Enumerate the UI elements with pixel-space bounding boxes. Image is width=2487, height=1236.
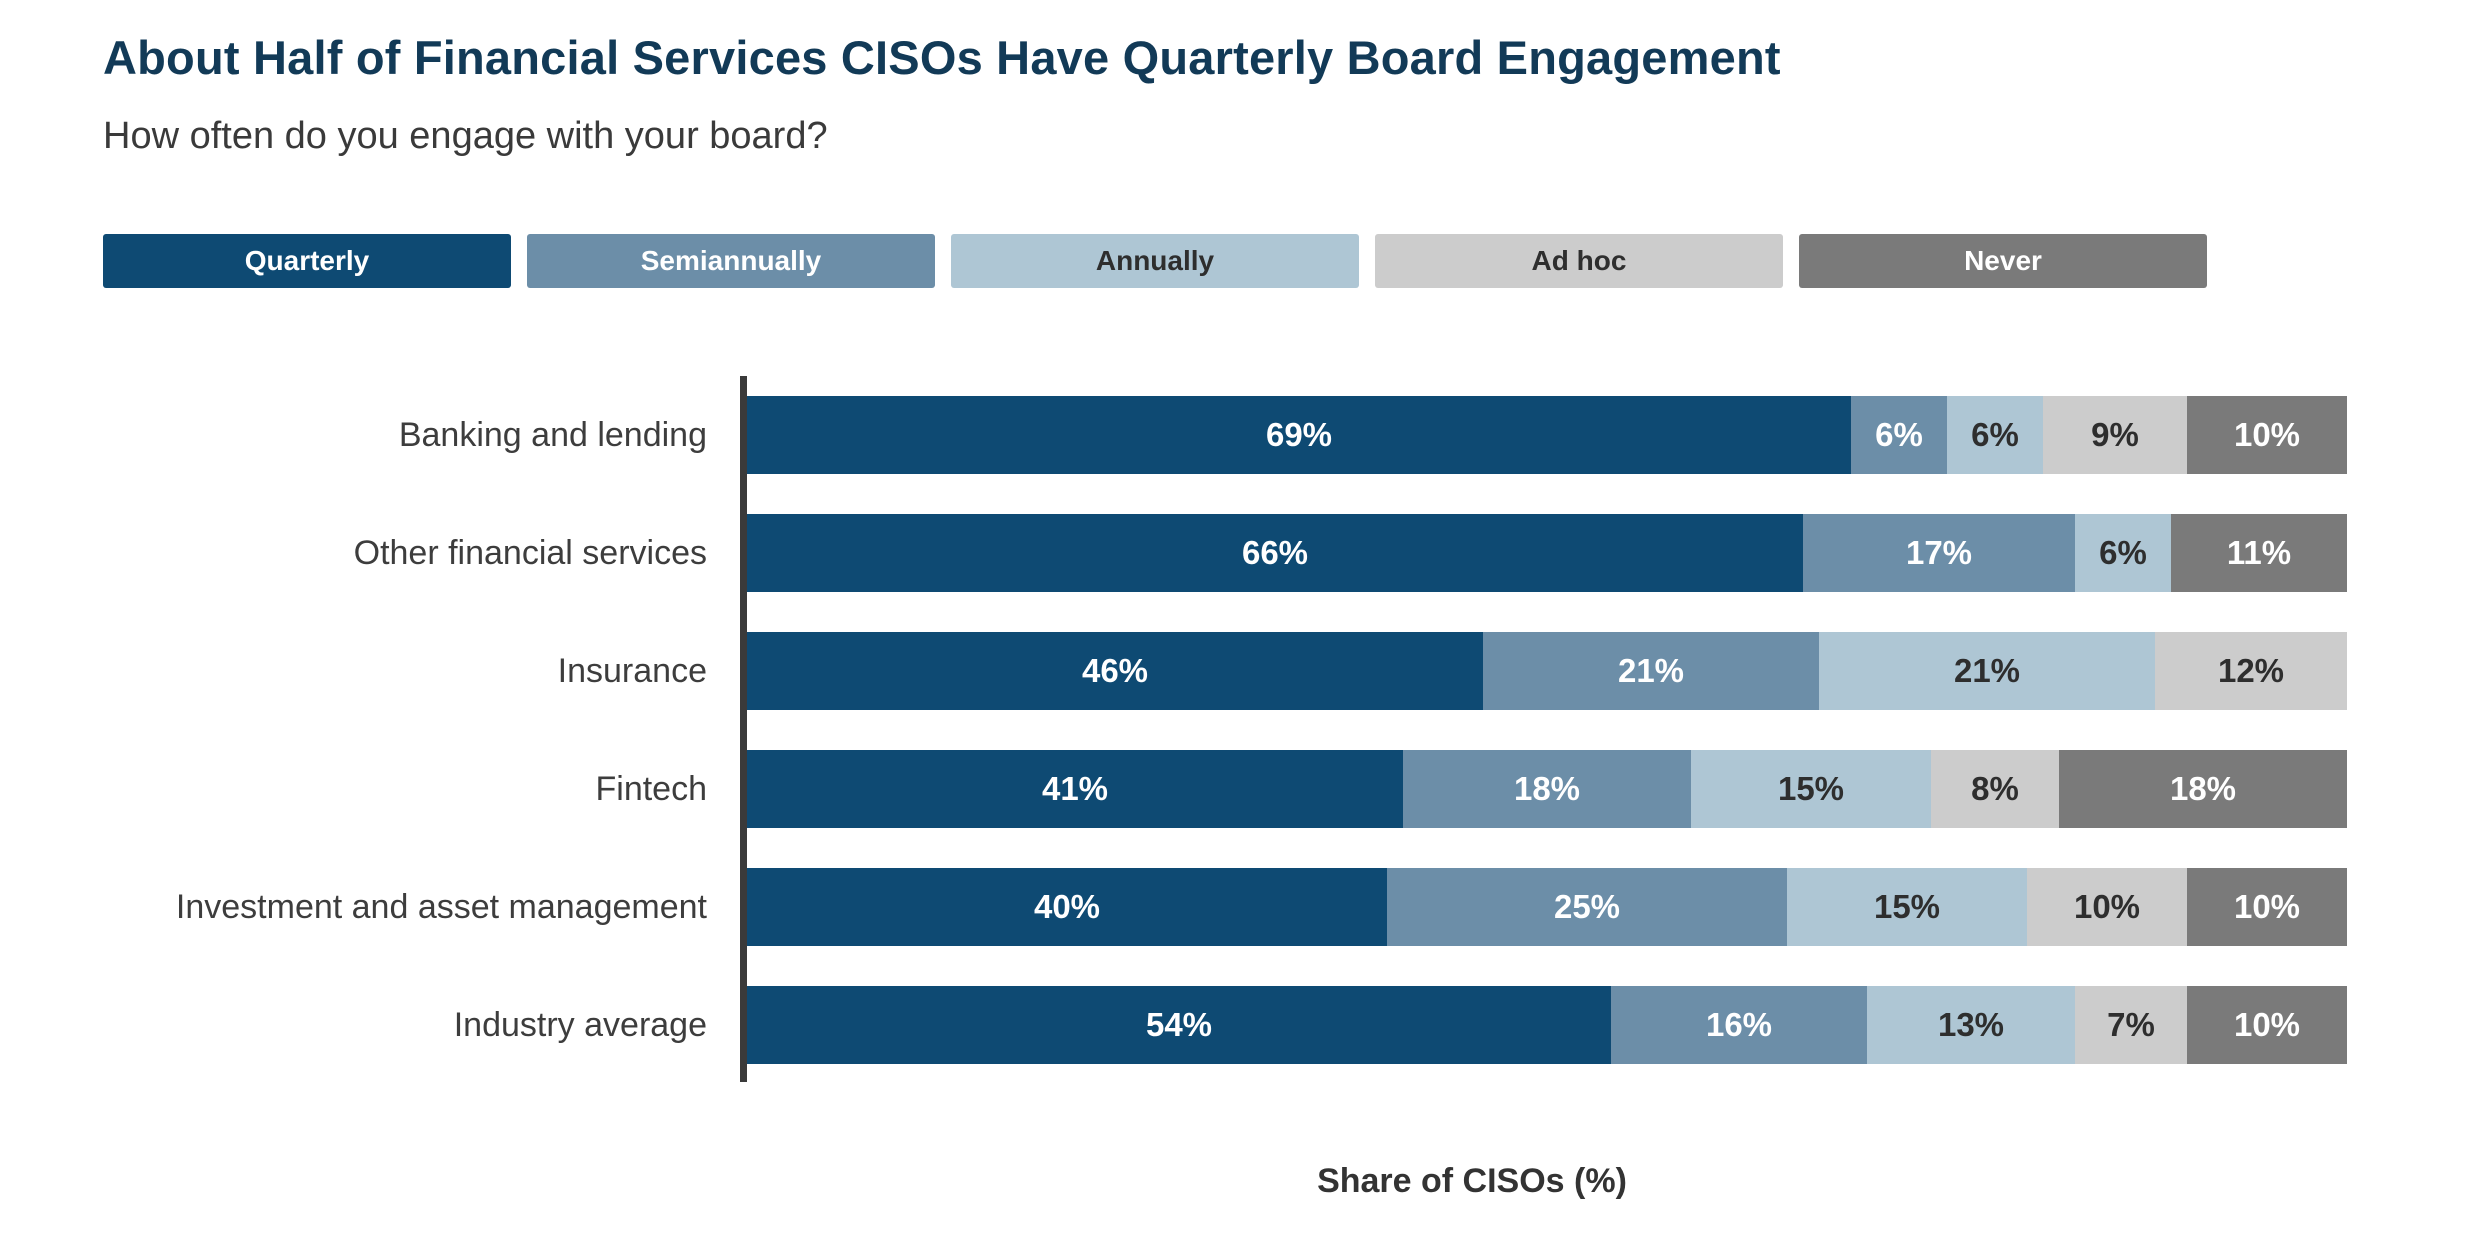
bar-segment-never: 10%: [2187, 986, 2347, 1064]
stacked-bar: 46% 21% 21% 12%: [747, 632, 2347, 710]
stacked-bar: 41% 18% 15% 8% 18%: [747, 750, 2347, 828]
bar-segment-ad-hoc: 12%: [2155, 632, 2347, 710]
stacked-bar: 40% 25% 15% 10% 10%: [747, 868, 2347, 946]
bar-rows: Banking and lending 69% 6% 6% 9% 10% Other fin…: [103, 396, 2347, 1064]
legend-item-semiannually: Semiannually: [527, 234, 935, 288]
chart-subtitle: How often do you engage with your board?: [103, 115, 828, 157]
bar-segment-quarterly: 66%: [747, 514, 1803, 592]
legend-item-quarterly: Quarterly: [103, 234, 511, 288]
plot-area: Banking and lending 69% 6% 6% 9% 10% Other fin…: [103, 376, 2347, 1082]
bar-segment-semiannually: 18%: [1403, 750, 1691, 828]
category-label: Investment and asset management: [175, 887, 707, 926]
bar-segment-annually: 21%: [1819, 632, 2155, 710]
stacked-bar: 69% 6% 6% 9% 10%: [747, 396, 2347, 474]
chart-row-banking-and-lending: Banking and lending 69% 6% 6% 9% 10%: [103, 396, 2347, 474]
chart-row-other-financial-services: Other financial services 66% 17% 6% 11%: [103, 514, 2347, 592]
chart-row-investment-and-asset-management: Investment and asset management 40% 25% 15%…: [103, 868, 2347, 946]
chart-area: Banking and lending 69% 6% 6% 9% 10% Other fin…: [103, 376, 2487, 1201]
bar-segment-semiannually: 16%: [1611, 986, 1867, 1064]
chart-title: About Half of Financial Services CISOs H…: [103, 31, 1781, 84]
bar-segment-ad-hoc: 8%: [1931, 750, 2059, 828]
bar-segment-never: 10%: [2187, 396, 2347, 474]
bar-segment-semiannually: 21%: [1483, 632, 1819, 710]
bar-segment-quarterly: 54%: [747, 986, 1611, 1064]
legend-item-annually: Annually: [951, 234, 1359, 288]
category-label: Other financial services: [353, 533, 707, 572]
bar-segment-quarterly: 69%: [747, 396, 1851, 474]
bar-segment-ad-hoc: 7%: [2075, 986, 2187, 1064]
category-label: Banking and lending: [398, 415, 707, 454]
bar-segment-annually: 6%: [1947, 396, 2043, 474]
stacked-bar: 54% 16% 13% 7% 10%: [747, 986, 2347, 1064]
category-label: Insurance: [557, 651, 707, 690]
legend-item-never: Never: [1799, 234, 2207, 288]
bar-segment-annually: 13%: [1867, 986, 2075, 1064]
chart-row-fintech: Fintech 41% 18% 15% 8% 18%: [103, 750, 2347, 828]
bar-segment-ad-hoc: 9%: [2043, 396, 2187, 474]
legend: Quarterly Semiannually Annually Ad hoc Never: [103, 234, 2487, 288]
bar-segment-never: 18%: [2059, 750, 2347, 828]
bar-segment-semiannually: 17%: [1803, 514, 2075, 592]
chart-row-industry-average: Industry average 54% 16% 13% 7% 10%: [103, 986, 2347, 1064]
category-label: Industry average: [453, 1005, 707, 1044]
bar-segment-quarterly: 41%: [747, 750, 1403, 828]
category-label: Fintech: [595, 769, 708, 808]
bar-segment-semiannually: 25%: [1387, 868, 1787, 946]
chart-row-insurance: Insurance 46% 21% 21% 12%: [103, 632, 2347, 710]
x-axis-label: Share of CISOs (%): [1317, 1162, 1627, 1200]
bar-segment-quarterly: 40%: [747, 868, 1387, 946]
bar-segment-annually: 6%: [2075, 514, 2171, 592]
stacked-bar: 66% 17% 6% 11%: [747, 514, 2347, 592]
bar-segment-never: 10%: [2187, 868, 2347, 946]
bar-segment-quarterly: 46%: [747, 632, 1483, 710]
bar-segment-ad-hoc: 10%: [2027, 868, 2187, 946]
y-axis-line: [740, 376, 747, 1082]
bar-segment-annually: 15%: [1691, 750, 1931, 828]
bar-segment-never: 11%: [2171, 514, 2347, 592]
bar-segment-annually: 15%: [1787, 868, 2027, 946]
legend-item-ad-hoc: Ad hoc: [1375, 234, 1783, 288]
bar-segment-semiannually: 6%: [1851, 396, 1947, 474]
